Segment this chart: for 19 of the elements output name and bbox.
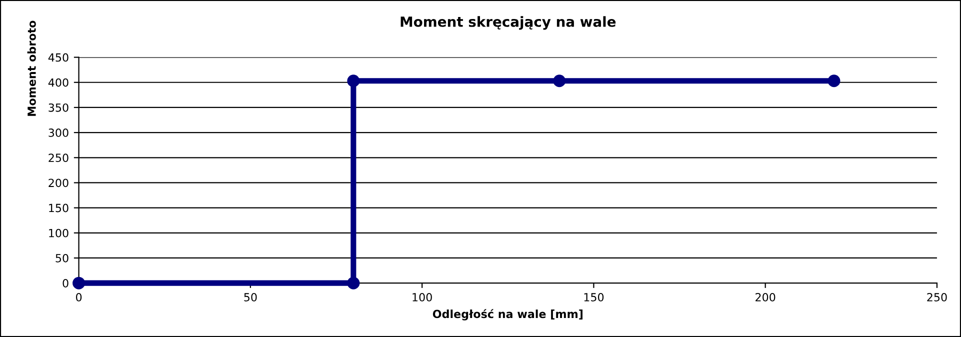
y-tick-label: 400 <box>48 78 68 87</box>
chart-title: Moment skręcający na wale <box>400 16 616 30</box>
x-tick-label: 100 <box>412 293 432 302</box>
y-tick-label: 300 <box>48 128 68 137</box>
y-tick-label: 0 <box>62 279 68 288</box>
y-tick-label: 100 <box>49 228 68 238</box>
y-tick-label: 150 <box>49 204 68 212</box>
y-tick-label: 50 <box>56 254 68 262</box>
x-tick-label: 250 <box>927 293 947 302</box>
y-tick-label: 350 <box>48 103 68 112</box>
x-tick-label: 150 <box>584 293 604 302</box>
x-tick-label: 50 <box>244 293 257 302</box>
y-tick-label: 250 <box>48 154 68 162</box>
y-axis-title: Moment obroto <box>27 20 36 116</box>
x-axis-title: Odległość na wale [mm] <box>432 309 582 320</box>
x-tick-label: 0 <box>76 293 82 302</box>
y-tick-label: 200 <box>48 178 68 188</box>
x-tick-label: 200 <box>756 293 776 302</box>
y-tick-label: 450 <box>48 53 68 62</box>
